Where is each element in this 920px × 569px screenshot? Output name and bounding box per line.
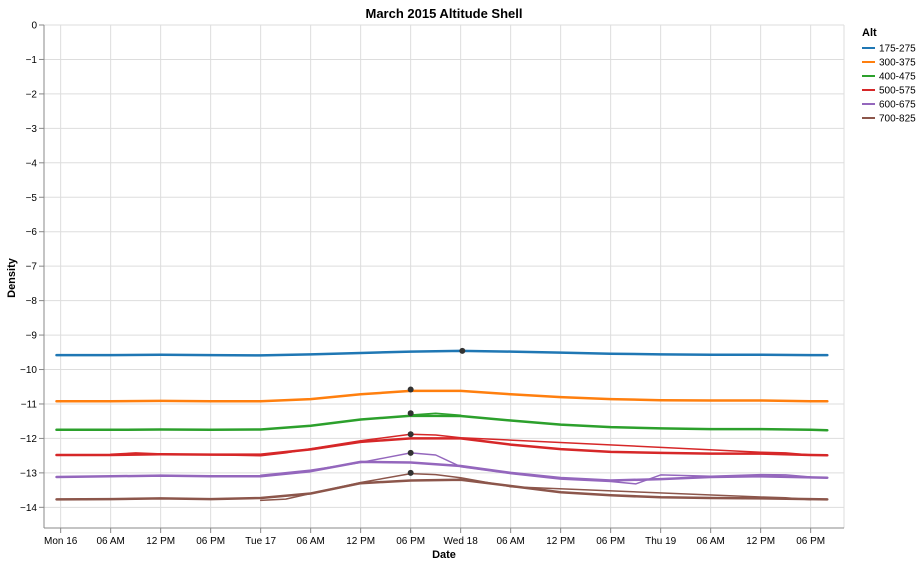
x-tick-label: 06 AM [296, 536, 324, 547]
series-line-700-825 [55, 478, 829, 501]
legend-label-175-275: 175-275 [879, 44, 916, 55]
y-tick-label: 0 [31, 21, 37, 32]
x-tick-label: 12 PM [746, 536, 775, 547]
legend-label-700-825: 700-825 [879, 114, 916, 125]
x-tick-label: Thu 19 [645, 536, 677, 547]
series-marker-600-675 [407, 449, 414, 456]
axis-layer: 0 −1 −2 −3 −4 −5 −6 −7 −8 −9 −10 −11 −12 −13 −14 Mon 16… [20, 21, 844, 547]
series-marker-500-575 [407, 431, 414, 438]
x-tick-label: 12 PM [346, 536, 375, 547]
y-tick-label: −10 [20, 365, 37, 376]
x-tick-label: 06 PM [796, 536, 825, 547]
x-tick-label: 06 AM [96, 536, 124, 547]
y-tick-label: −4 [26, 158, 38, 169]
series-marker-175-275 [459, 347, 466, 354]
y-tick-label: −12 [20, 434, 37, 445]
legend-label-500-575: 500-575 [879, 86, 916, 97]
series-marker-400-475 [407, 410, 414, 417]
chart-title: March 2015 Altitude Shell [365, 6, 522, 21]
y-tick-label: −1 [26, 55, 38, 66]
y-tick-label: −9 [26, 331, 38, 342]
legend-items: 175-275 300-375 400-475 500-575 600-675 700-8… [862, 44, 916, 125]
series-line-500-575 [55, 437, 829, 457]
x-tick-label: Wed 18 [444, 536, 479, 547]
x-tick-label: 06 PM [196, 536, 225, 547]
x-tick-label: 06 AM [696, 536, 724, 547]
marker-layer [407, 347, 466, 476]
x-tick-label: 06 PM [596, 536, 625, 547]
x-tick-label: 12 PM [146, 536, 175, 547]
y-tick-label: −5 [26, 193, 38, 204]
series-line-175-275 [55, 349, 829, 357]
series-line-400-475 [55, 414, 829, 432]
x-tick-label: Tue 17 [245, 536, 276, 547]
y-tick-label: −2 [26, 89, 38, 100]
series-layer [55, 349, 829, 502]
x-tick-label: 06 AM [496, 536, 524, 547]
y-tick-label: −7 [26, 262, 38, 273]
y-axis-title: Density [6, 257, 18, 298]
series-line-500-575-variant [109, 433, 812, 457]
y-tick-label: −11 [21, 399, 38, 410]
legend-label-400-475: 400-475 [879, 72, 916, 83]
y-tick-label: −6 [26, 227, 38, 238]
series-line-600-675-variant [259, 452, 812, 485]
series-marker-300-375 [407, 386, 414, 393]
series-line-600-675 [55, 460, 829, 482]
y-tick-label: −3 [26, 124, 38, 135]
x-tick-label: 12 PM [546, 536, 575, 547]
y-tick-label: −13 [20, 468, 37, 479]
legend-label-600-675: 600-675 [879, 100, 916, 111]
x-tick-label: 06 PM [396, 536, 425, 547]
series-line-400-475-variant [409, 412, 462, 417]
x-tick-label: Mon 16 [44, 536, 78, 547]
x-axis-title: Date [432, 549, 456, 561]
legend: Alt 175-275 300-375 400-475 500-575 600-675 7… [862, 27, 916, 125]
series-line-300-375 [55, 389, 829, 403]
y-tick-label: −8 [26, 296, 38, 307]
legend-title: Alt [862, 27, 877, 39]
y-tick-label: −14 [20, 503, 37, 514]
series-marker-700-825 [407, 469, 414, 476]
series-line-700-825-variant [259, 472, 812, 502]
legend-label-300-375: 300-375 [879, 58, 916, 69]
